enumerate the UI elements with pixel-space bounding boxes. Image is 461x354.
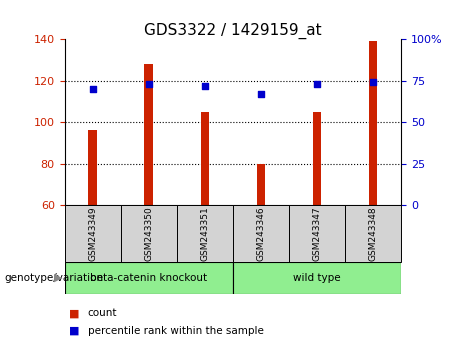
Bar xyxy=(369,41,377,205)
Bar xyxy=(65,205,121,262)
Point xyxy=(257,91,265,97)
Text: wild type: wild type xyxy=(293,273,341,283)
Text: percentile rank within the sample: percentile rank within the sample xyxy=(88,326,264,336)
Point xyxy=(369,79,377,85)
Text: GSM243350: GSM243350 xyxy=(144,206,153,261)
Text: ■: ■ xyxy=(69,308,80,318)
Point xyxy=(145,81,152,87)
Point xyxy=(89,86,96,92)
Text: genotype/variation: genotype/variation xyxy=(5,273,104,283)
Point xyxy=(313,81,321,87)
Bar xyxy=(144,64,153,205)
Text: GSM243347: GSM243347 xyxy=(313,206,321,261)
Text: ▶: ▶ xyxy=(54,273,62,283)
Bar xyxy=(121,205,177,262)
Bar xyxy=(177,205,233,262)
Text: beta-catenin knockout: beta-catenin knockout xyxy=(90,273,207,283)
Bar xyxy=(201,112,209,205)
Text: GSM243349: GSM243349 xyxy=(88,206,97,261)
Bar xyxy=(313,112,321,205)
Bar xyxy=(233,205,289,262)
Text: GSM243351: GSM243351 xyxy=(200,206,209,261)
Title: GDS3322 / 1429159_at: GDS3322 / 1429159_at xyxy=(144,23,322,39)
Text: ■: ■ xyxy=(69,326,80,336)
Bar xyxy=(289,205,345,262)
Point xyxy=(201,83,208,88)
Text: count: count xyxy=(88,308,117,318)
Bar xyxy=(89,130,97,205)
Bar xyxy=(65,262,233,294)
Bar xyxy=(345,205,401,262)
Bar xyxy=(257,164,265,205)
Text: GSM243348: GSM243348 xyxy=(368,206,378,261)
Text: GSM243346: GSM243346 xyxy=(256,206,266,261)
Bar xyxy=(233,262,401,294)
